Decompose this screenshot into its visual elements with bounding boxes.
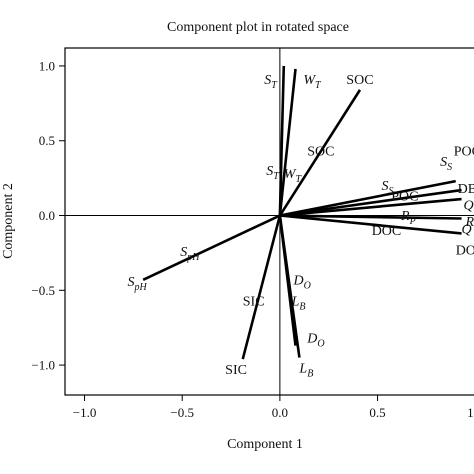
variable-label: R [464, 215, 474, 230]
variable-label: SpH [128, 275, 148, 293]
variable-label: SS [381, 179, 393, 197]
variable-label: SOC [307, 145, 334, 160]
variable-label: DO [293, 273, 311, 291]
chart-title: Component plot in rotated space [167, 20, 349, 35]
y-tick-label: 0.0 [39, 208, 55, 223]
vector-r-p [279, 214, 462, 220]
y-tick-label: −0.5 [31, 283, 55, 298]
vector-soc [278, 89, 362, 217]
variable-label: SpH [180, 245, 200, 263]
vector-sic [241, 215, 282, 360]
vector-poc [279, 188, 462, 217]
vector-doc [279, 214, 462, 235]
variable-label: Q [464, 199, 474, 214]
y-axis: −1.0 −0.5 0.0 0.5 1.0 [31, 58, 65, 373]
vector-s-ph [142, 214, 281, 282]
variable-label: SS [440, 155, 452, 173]
variable-label: ST [266, 164, 280, 182]
x-tick-label: 0.0 [272, 405, 288, 420]
loading-vectors [142, 65, 462, 360]
plot-frame [64, 47, 474, 396]
variable-label: RP [400, 209, 416, 227]
y-tick-label: 0.5 [39, 133, 55, 148]
variable-label: LB [298, 362, 313, 380]
variable-label: DOC [456, 243, 474, 258]
vector-dbc [279, 197, 462, 217]
y-tick-label: −1.0 [31, 358, 55, 373]
variable-label: DBC [458, 182, 474, 197]
vector-s-t [278, 65, 286, 216]
y-axis-title: Component 2 [1, 183, 16, 259]
variable-labels: STWTSOCSTWTSOCSSPOCDBCQQRDOCSSPOCRPDOCSp… [128, 73, 474, 380]
variable-label: LB [291, 294, 306, 312]
variable-label: ST [264, 73, 278, 91]
x-tick-label: 0.5 [369, 405, 385, 420]
x-tick-label: −0.5 [170, 405, 194, 420]
variable-label: WT [284, 167, 303, 185]
variable-label: POC [391, 190, 418, 205]
x-tick-label: −1.0 [73, 405, 97, 420]
variable-label: SOC [346, 73, 373, 88]
vector-d-o [278, 215, 297, 346]
variable-label: Q [462, 222, 472, 237]
vector-w-t [278, 68, 297, 216]
variable-label: SIC [243, 294, 265, 309]
x-tick-label: 1.0 [467, 405, 474, 420]
variable-label: DOC [372, 224, 402, 239]
variable-label: DO [306, 332, 324, 350]
x-axis-title: Component 1 [227, 437, 303, 452]
variable-label: POC [454, 145, 474, 160]
vector-s-s [279, 179, 456, 217]
variable-label: WT [303, 73, 322, 91]
variable-label: SIC [225, 363, 247, 378]
x-axis: −1.0 −0.5 0.0 0.5 1.0 [73, 395, 474, 420]
y-tick-label: 1.0 [39, 58, 55, 73]
